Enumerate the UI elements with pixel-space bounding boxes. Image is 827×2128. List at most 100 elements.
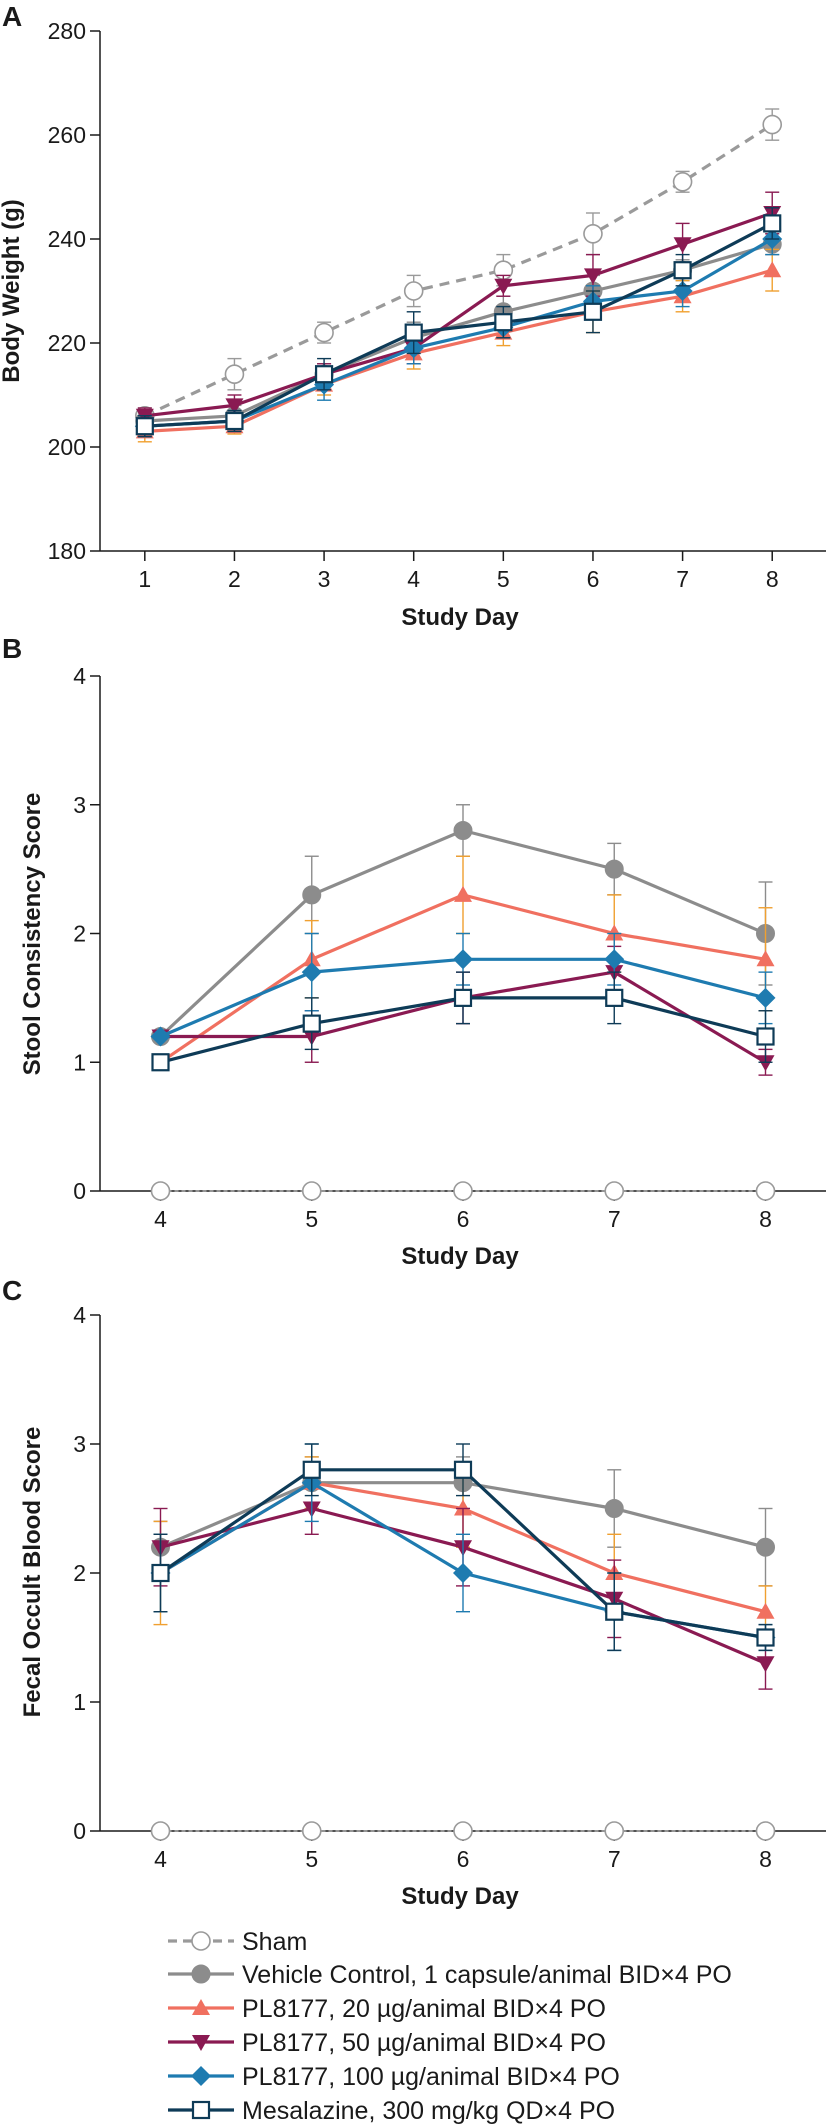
legend-marker-pl50: [192, 2035, 210, 2051]
panel-b-x-label: Study Day: [401, 1243, 519, 1270]
panel-b-ticks: 0 1 2 3 4 4 5 6 7 8: [73, 663, 772, 1232]
panel-c-point-mesa-0: [151, 1563, 170, 1583]
panel-a-line-sham: [144, 123, 774, 418]
panel-a-line-pl20: [144, 268, 773, 433]
panel-a-x-tick-label-0: 1: [138, 566, 151, 592]
panel-a-ticks: 180 200 220 240 260 280 1 2 3 4 5 6 7 8: [48, 18, 779, 592]
panel-b-point-sham-3: [604, 1181, 625, 1201]
panel-b-point-sham-0: [150, 1181, 171, 1201]
panel-a-line-mesa: [144, 221, 773, 428]
legend-swatch-pl8177-20: [168, 1999, 234, 2015]
legend-label-vehicle: Vehicle Control, 1 capsule/animal BID×4 …: [242, 1961, 732, 1989]
panel-c-x-label: Study Day: [401, 1883, 519, 1910]
panel-b-point-mesa-3: [605, 988, 624, 1007]
panel-b-x-tick-label-0: 4: [154, 1206, 167, 1232]
panel-c-point-pl20-2: [454, 1499, 472, 1516]
panel-c-point-sham-1: [301, 1821, 322, 1841]
legend: Sham Vehicle Control, 1 capsule/animal B…: [168, 1928, 732, 2125]
panel-a-point-sham-3: [403, 281, 424, 301]
panel-a-point-mesa-2: [314, 365, 334, 384]
panel-b-point-pl50-4: [756, 1055, 775, 1072]
panel-c-point-vehicle-4: [756, 1537, 775, 1557]
panel-b-series-mesa: [151, 971, 775, 1072]
panel-b-point-pl100-1: [301, 962, 322, 983]
legend-swatch-sham: [168, 1931, 234, 1951]
legend-marker-vehicle: [191, 1964, 211, 1984]
legend-label-pl8177-20: PL8177, 20 µg/animal BID×4 PO: [242, 1995, 606, 2023]
panel-a-point-sham-5: [583, 224, 603, 244]
panel-a-series-mesa: [135, 207, 782, 438]
panel-b-point-pl100-2: [453, 949, 473, 970]
panel-a-point-sham-1: [224, 364, 245, 385]
panel-a-plot: [134, 108, 783, 443]
panel-a-y-tick-label-2: 220: [48, 330, 86, 356]
panel-a-point-pl50-6: [673, 237, 692, 254]
panel-a-y-tick-label-4: 260: [48, 122, 86, 148]
panel-c-x-tick-label-4: 8: [759, 1846, 772, 1872]
panel-c-letter: C: [2, 1275, 22, 1306]
legend-label-pl8177-50: PL8177, 50 µg/animal BID×4 PO: [242, 2029, 606, 2057]
panel-a-letter: A: [2, 1, 22, 32]
panel-b-y-tick-label-3: 3: [73, 792, 86, 818]
panel-a-point-mesa-5: [583, 302, 603, 321]
panel-a-point-sham-6: [672, 172, 693, 192]
legend-label-mesalazine: Mesalazine, 300 mg/kg QD×4 PO: [242, 2097, 615, 2125]
panel-a-x-label: Study Day: [401, 604, 519, 631]
panel-c-y-tick-label-3: 3: [73, 1431, 86, 1457]
legend-swatch-mesalazine: [168, 2100, 234, 2120]
panel-a-point-pl50-4: [494, 278, 513, 295]
panel-c-ticks: 0 1 2 3 4 4 5 6 7 8: [73, 1302, 772, 1872]
legend-swatch-pl8177-100: [168, 2066, 234, 2086]
panel-a-point-pl50-5: [583, 268, 602, 285]
panel-c-point-mesa-2: [453, 1460, 473, 1479]
panel-a-point-mesa-6: [673, 261, 692, 280]
panel-b-y-tick-label-4: 4: [73, 663, 86, 689]
panel-a-x-tick-label-4: 5: [497, 566, 510, 592]
panel-b-x-tick-label-4: 8: [759, 1206, 772, 1232]
panel-a-point-pl50-1: [225, 398, 244, 415]
panel-a-y-tick-label-1: 200: [48, 434, 86, 460]
panel-b-y-tick-label-0: 0: [73, 1178, 86, 1204]
panel-a-x-tick-label-5: 6: [587, 566, 600, 592]
panel-b-point-pl20-3: [605, 924, 624, 941]
panel-b-x-tick-label-3: 7: [608, 1206, 621, 1232]
panel-b-x-tick-label-2: 6: [457, 1206, 470, 1232]
panel-c-point-mesa-4: [756, 1628, 775, 1647]
panel-b-point-mesa-4: [756, 1027, 775, 1046]
panel-c-y-tick-label-1: 1: [73, 1689, 86, 1715]
panel-a-point-mesa-4: [494, 313, 513, 332]
panel-b-y-tick-label-2: 2: [73, 921, 86, 947]
panel-a-x-tick-label-6: 7: [676, 566, 689, 592]
legend-item-pl8177-100: PL8177, 100 µg/animal BID×4 PO: [168, 2063, 620, 2091]
panel-b-y-tick-label-1: 1: [73, 1049, 86, 1075]
panel-b-point-mesa-1: [302, 1014, 321, 1033]
legend-item-pl8177-50: PL8177, 50 µg/animal BID×4 PO: [168, 2029, 606, 2057]
panel-c-point-vehicle-3: [604, 1499, 624, 1518]
panel-c-point-pl50-4: [756, 1656, 775, 1673]
panel-b-series-sham: [150, 1181, 776, 1201]
panel-a-y-tick-label-3: 240: [48, 226, 86, 252]
panel-a-line-pl50: [144, 211, 773, 418]
legend-marker-sham: [191, 1931, 211, 1951]
panel-a-y-label: Body Weight (g): [0, 199, 25, 383]
panel-b-point-pl20-4: [756, 950, 775, 967]
panel-c-chart: C 0 1 2 3 4 4 5 6 7 8 Study Day Fecal Occult Bloo…: [2, 1275, 826, 1910]
panel-b-point-sham-1: [301, 1181, 322, 1201]
legend-item-vehicle: Vehicle Control, 1 capsule/animal BID×4 …: [168, 1961, 732, 1989]
panel-a-point-pl20-7: [763, 261, 782, 278]
panel-c-y-tick-label-2: 2: [73, 1560, 86, 1586]
legend-swatch-vehicle: [168, 1964, 234, 1984]
panel-b-point-pl100-3: [604, 949, 625, 970]
panel-a-line-vehicle: [144, 242, 773, 423]
panel-c-point-sham-3: [604, 1821, 625, 1841]
legend-marker-pl100: [191, 2066, 211, 2086]
panel-c-x-tick-label-0: 4: [154, 1846, 167, 1872]
panel-c-point-pl20-4: [756, 1602, 775, 1619]
panel-a-x-tick-label-7: 8: [766, 566, 779, 592]
legend-swatch-pl8177-50: [168, 2035, 234, 2051]
panel-a-point-mesa-3: [404, 323, 423, 342]
panel-c-point-sham-0: [150, 1821, 171, 1841]
panel-c-series-mesa: [151, 1443, 775, 1652]
panel-c-y-label: Fecal Occult Blood Score: [19, 1427, 46, 1718]
